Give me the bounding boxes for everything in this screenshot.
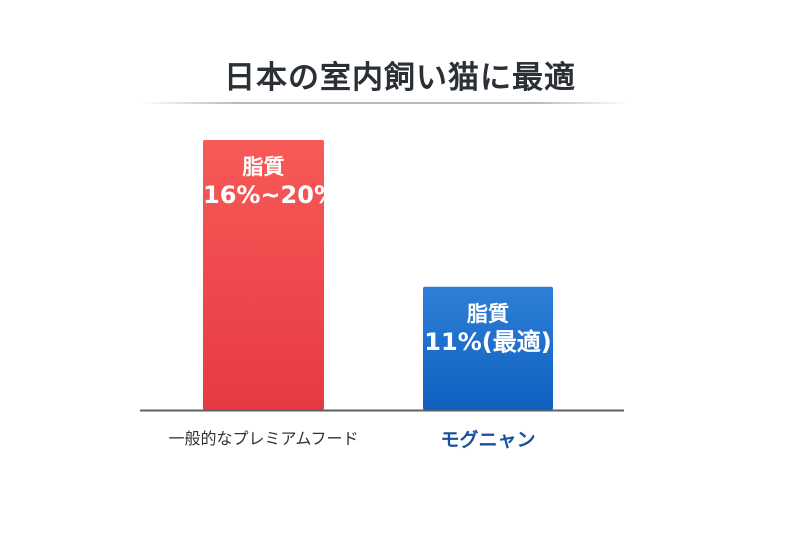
- category-label-premium: 一般的なプレミアムフード: [168, 429, 359, 448]
- bar-label-mognyan: 脂質 11%(最適): [423, 301, 553, 357]
- bar-label-line2: 16%~20%: [203, 181, 338, 210]
- bar-label-line2: 11%(最適): [424, 327, 552, 356]
- category-label-mognyan: モグニャン: [440, 429, 536, 451]
- bar-label-line1: 脂質: [467, 301, 509, 326]
- title-divider: [140, 102, 630, 104]
- bar-label-line1: 脂質: [242, 155, 285, 179]
- bar-label-premium: 脂質 16%~20%: [203, 154, 338, 210]
- chart-title: 日本の室内飼い猫に最適: [224, 60, 576, 96]
- bar-1: [423, 286, 553, 410]
- bar-0: [203, 140, 324, 410]
